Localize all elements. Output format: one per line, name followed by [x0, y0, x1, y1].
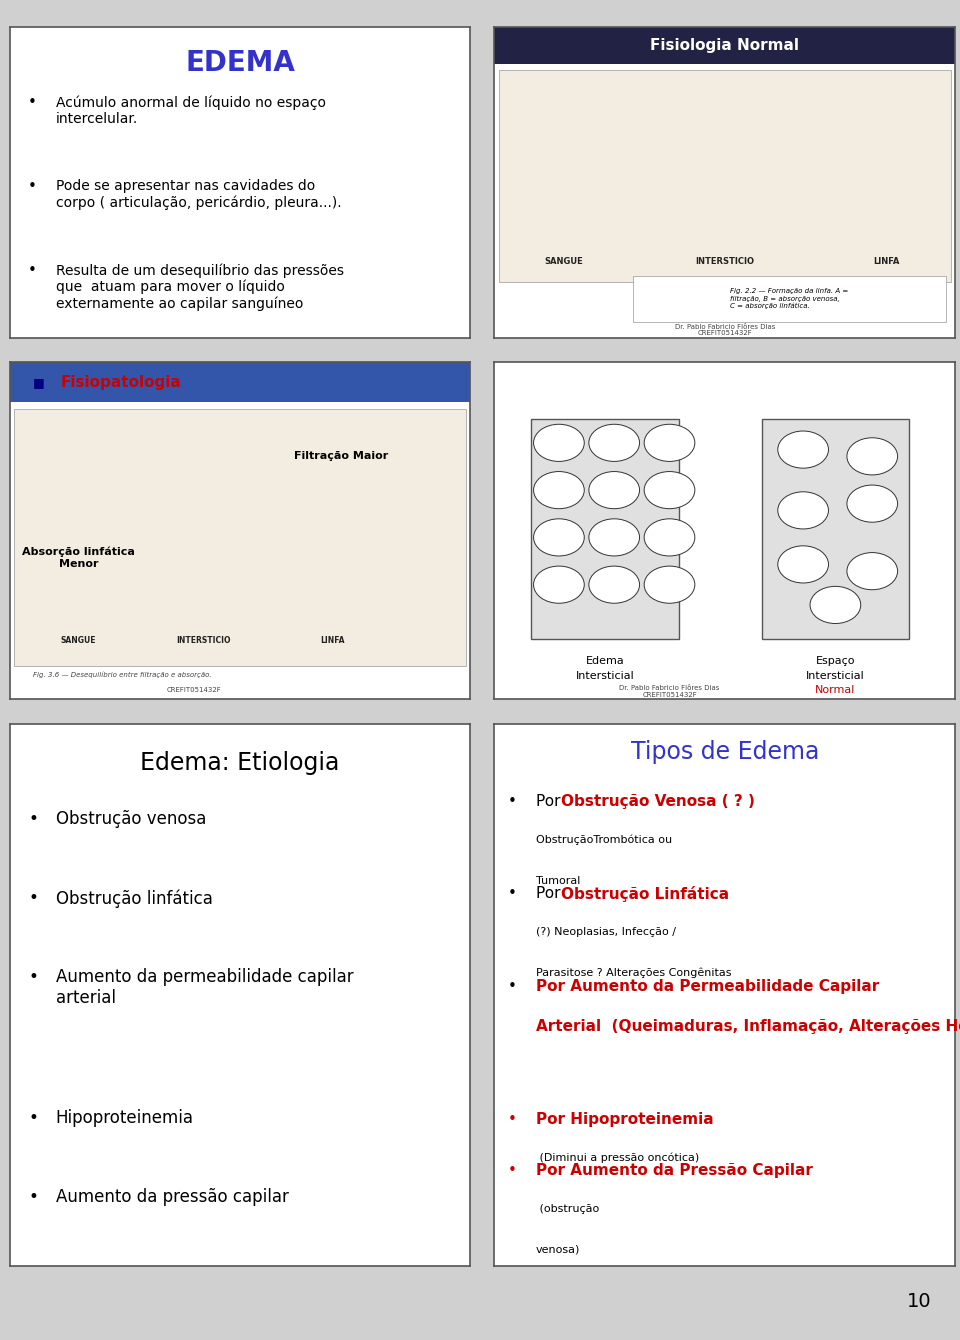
Text: •: • [28, 1187, 37, 1206]
Text: •: • [28, 263, 36, 279]
Text: Intersticial: Intersticial [806, 671, 865, 681]
Circle shape [847, 438, 898, 474]
Text: Edema: Etiologia: Edema: Etiologia [140, 750, 340, 775]
Text: Por Aumento da Pressão Capilar: Por Aumento da Pressão Capilar [536, 1163, 813, 1178]
Text: Dr. Pablo Fabricio Flôres Dias: Dr. Pablo Fabricio Flôres Dias [675, 324, 775, 330]
Text: Obstrução Linfática: Obstrução Linfática [562, 887, 734, 902]
Text: •: • [28, 95, 36, 110]
Circle shape [644, 425, 695, 461]
Text: CREFIT051432F: CREFIT051432F [697, 330, 753, 336]
Circle shape [534, 519, 585, 556]
Bar [494, 27, 955, 64]
Text: Resulta de um desequilíbrio das pressões
que  atuam para mover o líquido
externa: Resulta de um desequilíbrio das pressões… [56, 263, 344, 311]
Text: Fig. 2.2 — Formação da linfa. A =
filtração, B = absorção venosa,
C = absorção l: Fig. 2.2 — Formação da linfa. A = filtra… [731, 288, 849, 310]
Text: Por Hipoproteinemia: Por Hipoproteinemia [536, 1112, 713, 1127]
Text: Acúmulo anormal de líquido no espaço
intercelular.: Acúmulo anormal de líquido no espaço int… [56, 95, 325, 126]
Text: Fisiologia Normal: Fisiologia Normal [650, 38, 800, 54]
Text: Aumento da permeabilidade capilar
arterial: Aumento da permeabilidade capilar arteri… [56, 967, 353, 1006]
Text: Obstrução Venosa ( ? ): Obstrução Venosa ( ? ) [562, 795, 760, 809]
Text: •: • [508, 1112, 517, 1127]
Bar [761, 419, 909, 639]
Text: •: • [508, 795, 517, 809]
Circle shape [644, 519, 695, 556]
Text: Intersticial: Intersticial [576, 671, 635, 681]
Text: (?) Neoplasias, Infecção /: (?) Neoplasias, Infecção / [536, 927, 676, 937]
Text: CREFIT051432F: CREFIT051432F [642, 691, 697, 698]
Text: Fisiopatologia: Fisiopatologia [60, 375, 181, 390]
Text: Hipoproteinemia: Hipoproteinemia [56, 1110, 194, 1127]
Circle shape [588, 565, 639, 603]
Text: SANGUE: SANGUE [61, 636, 96, 646]
Text: Por Aumento da Permeabilidade Capilar: Por Aumento da Permeabilidade Capilar [536, 978, 879, 994]
Circle shape [778, 545, 828, 583]
Text: Tumoral: Tumoral [536, 875, 580, 886]
Text: Parasitose ? Alterações Congênitas: Parasitose ? Alterações Congênitas [536, 967, 732, 978]
Text: INTERSTICIO: INTERSTICIO [176, 636, 230, 646]
Text: (Diminui a pressão oncótica): (Diminui a pressão oncótica) [536, 1152, 699, 1163]
Text: Por: Por [536, 887, 565, 902]
Circle shape [534, 472, 585, 509]
Text: INTERSTICIO: INTERSTICIO [695, 257, 755, 267]
Circle shape [588, 472, 639, 509]
Text: Espaço: Espaço [816, 655, 855, 666]
Circle shape [847, 552, 898, 590]
Text: LINFA: LINFA [320, 636, 345, 646]
Text: •: • [28, 890, 37, 907]
Bar [499, 70, 950, 281]
Text: •: • [508, 978, 517, 994]
Bar [10, 362, 470, 402]
Text: Obstrução venosa: Obstrução venosa [56, 811, 206, 828]
Text: Por: Por [536, 795, 565, 809]
Text: venosa): venosa) [536, 1245, 580, 1254]
Circle shape [778, 492, 828, 529]
Circle shape [847, 485, 898, 523]
Text: EDEMA: EDEMA [185, 48, 295, 76]
Bar [633, 276, 946, 322]
Circle shape [644, 472, 695, 509]
Text: •: • [28, 1110, 37, 1127]
Text: Edema: Edema [586, 655, 624, 666]
Circle shape [534, 565, 585, 603]
Circle shape [810, 587, 861, 623]
Text: Obstrução linfática: Obstrução linfática [56, 890, 212, 907]
Text: ■: ■ [33, 375, 44, 389]
Text: •: • [28, 811, 37, 828]
Text: Dr. Pablo Fabricio Flôres Dias: Dr. Pablo Fabricio Flôres Dias [619, 685, 720, 691]
Text: Aumento da pressão capilar: Aumento da pressão capilar [56, 1187, 289, 1206]
Text: •: • [508, 1163, 517, 1178]
Text: Pode se apresentar nas cavidades do
corpo ( articulação, pericárdio, pleura...).: Pode se apresentar nas cavidades do corp… [56, 180, 342, 210]
Circle shape [778, 431, 828, 468]
Text: 10: 10 [906, 1292, 931, 1311]
Text: (obstrução: (obstrução [536, 1203, 599, 1214]
Circle shape [534, 425, 585, 461]
Text: Tipos de Edema: Tipos de Edema [631, 740, 819, 764]
Text: •: • [28, 967, 37, 986]
Text: Absorção linfática
Menor: Absorção linfática Menor [22, 547, 135, 568]
Text: ObstruçãoTrombótica ou: ObstruçãoTrombótica ou [536, 835, 672, 846]
Text: Normal: Normal [815, 685, 855, 695]
Text: LINFA: LINFA [873, 257, 900, 267]
Text: Arterial  (Queimaduras, Inflamação, Alterações Hormonais): Arterial (Queimaduras, Inflamação, Alter… [536, 1020, 960, 1034]
Bar [14, 409, 466, 666]
Text: CREFIT051432F: CREFIT051432F [166, 686, 222, 693]
Circle shape [588, 425, 639, 461]
Text: •: • [508, 887, 517, 902]
Text: •: • [28, 180, 36, 194]
Circle shape [644, 565, 695, 603]
Text: SANGUE: SANGUE [544, 257, 583, 267]
Bar [531, 419, 679, 639]
Text: Fig. 3.6 — Desequilíbrio entre filtração e absorção.: Fig. 3.6 — Desequilíbrio entre filtração… [33, 671, 211, 678]
Circle shape [588, 519, 639, 556]
Text: Filtração Maior: Filtração Maior [295, 452, 389, 461]
